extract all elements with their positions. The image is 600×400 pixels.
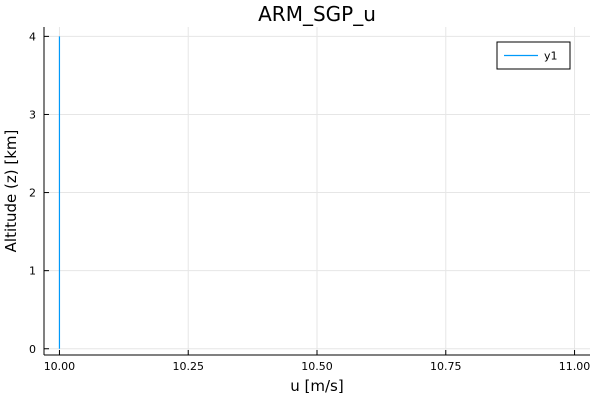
y-tick-label: 2	[29, 187, 36, 200]
y-tick-label: 3	[29, 108, 36, 121]
x-axis-label: u [m/s]	[290, 377, 343, 395]
x-tick-label: 10.25	[172, 360, 204, 373]
x-tick-label: 11.00	[559, 360, 591, 373]
y-tick-label: 0	[29, 343, 36, 356]
y-tick-label: 4	[29, 30, 36, 43]
x-tick-label: 10.75	[430, 360, 462, 373]
y-gridlines	[44, 35, 590, 350]
x-tick-label: 10.00	[44, 360, 76, 373]
x-tick-label: 10.50	[301, 360, 333, 373]
chart-title: ARM_SGP_u	[258, 2, 376, 26]
x-gridlines	[58, 27, 576, 355]
y-axis-label: Altitude (z) [km]	[2, 130, 20, 253]
y-ticks: 0 1 2 3 4	[29, 30, 49, 356]
y-tick-label: 1	[29, 265, 36, 278]
legend-label-y1: y1	[544, 50, 558, 63]
x-ticks: 10.00 10.25 10.50 10.75 11.00	[44, 350, 591, 373]
legend: y1	[496, 41, 571, 70]
